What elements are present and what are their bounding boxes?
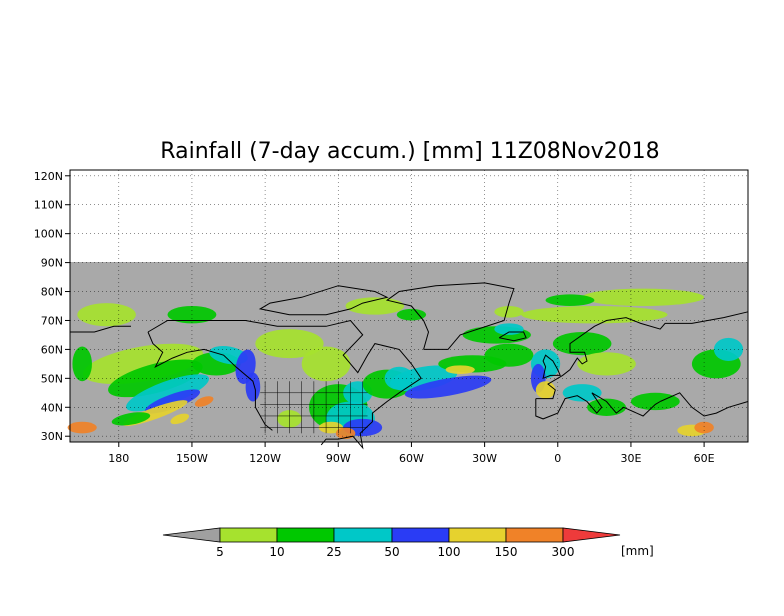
lon-tick-label: 180: [108, 452, 129, 465]
precip-area: [72, 346, 92, 382]
precip-area: [484, 343, 534, 367]
precip-area: [245, 372, 261, 402]
longitude-axis: 180 150W 120W 90W 60W 30W 0 30E 60E: [108, 442, 715, 465]
lon-tick-label: 120W: [249, 452, 281, 465]
colorbar-bin: [333, 527, 393, 543]
colorbar-tick-label: 50: [384, 545, 399, 559]
precip-area: [108, 359, 203, 398]
latitude-axis: 120N 110N 100N 90N 80N 70N 60N 50N 40N 30N: [34, 170, 70, 443]
lon-tick-label: 30E: [620, 452, 641, 465]
lat-tick-label: 50N: [41, 372, 63, 385]
coastline: [385, 282, 515, 350]
map-border: [69, 169, 749, 443]
coastline: [535, 392, 661, 420]
lat-tick-label: 40N: [41, 401, 63, 414]
colorbar-tick-label: 150: [495, 545, 518, 559]
colorbar-bin-low: [162, 527, 221, 543]
precip-area: [713, 337, 744, 361]
colorbar-legend: 5 10 25 50 100 150 300: [162, 527, 621, 559]
colorbar-bin: [505, 527, 564, 543]
lon-tick-label: 90W: [326, 452, 351, 465]
precip-area: [630, 392, 680, 411]
precip-area: [535, 381, 556, 399]
colorbar-bin-high: [562, 527, 621, 543]
lon-tick-label: 150W: [176, 452, 208, 465]
coastline: [147, 319, 422, 450]
precip-area: [445, 365, 475, 374]
precip-area: [111, 412, 151, 426]
colorbar-bin: [219, 527, 278, 543]
precip-area: [170, 413, 190, 425]
lat-tick-label: 110N: [34, 199, 63, 212]
colorbar-bin: [448, 527, 507, 543]
colorbar-bin: [276, 527, 335, 543]
coastline: [498, 331, 527, 342]
lat-tick-label: 120N: [34, 170, 63, 183]
precip-area: [345, 297, 405, 315]
lon-tick-label: 30W: [472, 452, 497, 465]
lon-tick-label: 0: [554, 452, 561, 465]
lon-tick-label: 60E: [694, 452, 715, 465]
precip-area: [694, 421, 714, 434]
colorbar-tick-label: 100: [438, 545, 461, 559]
lat-tick-label: 80N: [41, 286, 63, 299]
precip-area: [552, 332, 612, 356]
lat-tick-label: 30N: [41, 430, 63, 443]
colorbar-tick-label: 10: [269, 545, 284, 559]
coastline: [659, 392, 749, 417]
precip-area: [126, 374, 209, 412]
map-panel: [67, 169, 749, 450]
precip-area: [582, 288, 705, 306]
precip-area: [67, 421, 97, 434]
precip-area: [404, 375, 492, 399]
colorbar-tick-label: 25: [326, 545, 341, 559]
precip-area: [494, 306, 524, 318]
precip-area: [545, 294, 595, 306]
precip-area: [494, 323, 524, 335]
precip-area: [77, 303, 136, 327]
precip-area: [577, 352, 636, 376]
coastline: [542, 354, 561, 379]
lon-tick-label: 60W: [399, 452, 424, 465]
coastlines: [70, 282, 749, 450]
precip-area: [301, 346, 351, 382]
colorbar-tick-label: 5: [216, 545, 224, 559]
coastline: [535, 311, 749, 400]
coastline: [70, 325, 131, 333]
graticule: [70, 170, 748, 442]
precip-area: [255, 329, 324, 359]
colorbar-tick-label: 300: [552, 545, 575, 559]
colorbar-unit: [mm]: [621, 544, 654, 558]
colorbar-bin: [391, 527, 450, 543]
lat-tick-label: 90N: [41, 257, 63, 270]
lat-tick-label: 100N: [34, 228, 63, 241]
lat-tick-label: 60N: [41, 343, 63, 356]
precip-area: [194, 396, 214, 407]
map-title: Rainfall (7-day accum.) [mm] 11Z08Nov201…: [160, 139, 659, 164]
coastline: [147, 331, 273, 431]
lat-tick-label: 70N: [41, 314, 63, 327]
